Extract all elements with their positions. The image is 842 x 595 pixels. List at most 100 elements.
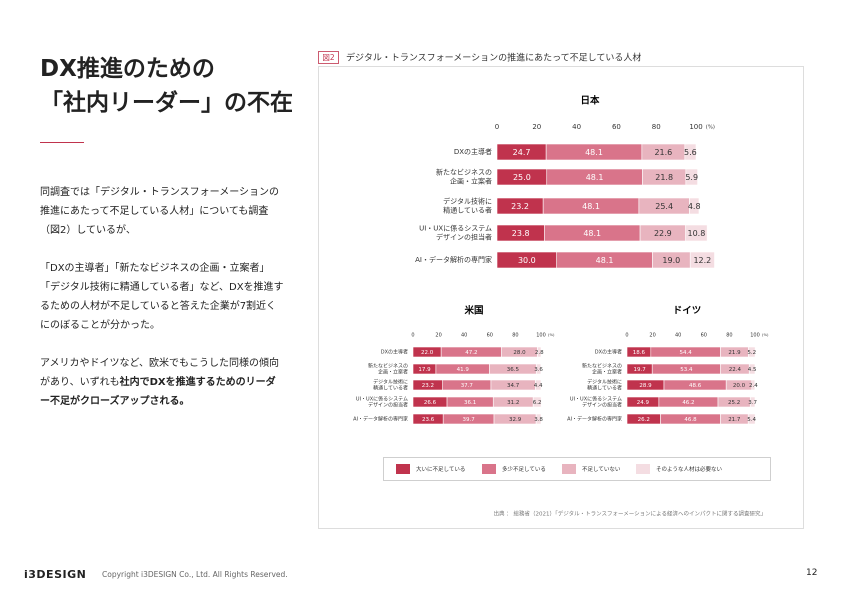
chart-title: 米国 [463, 305, 483, 317]
text-run: 社内でDXを推進するためのリーダー不足がクローズアップされる。 [40, 377, 276, 407]
divider [40, 142, 84, 143]
axis-unit: (%) [762, 333, 769, 337]
value-label: 25.2 [728, 400, 740, 406]
x-tick-label: 0 [625, 333, 628, 339]
bar-segment [535, 413, 542, 425]
text-run: アメリカやドイツなど、欧米でもこうした同様の傾向があり、いずれも [40, 358, 279, 388]
title: DX推進のための 「社内リーダー」の不在 [40, 52, 293, 120]
value-label: 39.7 [462, 417, 475, 423]
value-label: 19.0 [662, 256, 680, 265]
value-label: 24.7 [513, 148, 531, 157]
x-tick-label: 80 [512, 333, 518, 339]
value-label: 48.1 [586, 173, 604, 182]
bar-segment [535, 363, 542, 375]
x-tick-label: 40 [461, 333, 467, 339]
value-label: 3.8 [534, 417, 543, 423]
category-label: DXの主導者 [381, 349, 408, 356]
category-label: 新たなビジネスの [436, 168, 492, 177]
value-label: 25.0 [513, 173, 531, 182]
x-tick-label: 20 [435, 333, 441, 339]
x-tick-label: 20 [532, 123, 541, 131]
category-label: デジタル技術に [373, 379, 408, 386]
bar-segment [685, 168, 698, 186]
chart-title: 日本 [580, 95, 600, 107]
value-label: 5.6 [684, 148, 697, 157]
legend-box [383, 457, 771, 481]
value-label: 2.4 [749, 383, 758, 389]
body-text: 同調査では「デジタル・トランスフォーメーションの推進にあたって不足している人材」… [40, 183, 284, 430]
value-label: 48.6 [689, 383, 702, 389]
bar-segment [532, 396, 542, 408]
bar-segment [749, 396, 756, 408]
value-label: 5.9 [685, 173, 698, 182]
axis-unit: (%) [706, 125, 715, 131]
value-label: 5.4 [747, 417, 756, 423]
category-label: デザインの担当者 [582, 402, 622, 409]
value-label: 54.4 [679, 350, 692, 356]
value-label: 18.6 [633, 350, 646, 356]
value-label: 21.8 [655, 173, 673, 182]
value-label: 2.8 [535, 350, 544, 356]
value-label: 6.2 [533, 400, 542, 406]
value-label: 22.9 [654, 229, 672, 238]
text-run: 「DXの主導者」「新たなビジネスの企画・立案者」「デジタル技術に精通している者」… [40, 263, 284, 331]
x-tick-label: 60 [701, 333, 707, 339]
value-label: 48.1 [596, 256, 614, 265]
value-label: 23.2 [511, 202, 529, 211]
category-label: 企画・立案者 [378, 369, 408, 376]
bar-segment [748, 346, 756, 358]
category-label: UI・UXに係るシステム [356, 396, 408, 403]
value-label: 25.4 [655, 202, 673, 211]
x-tick-label: 40 [675, 333, 681, 339]
value-label: 48.1 [585, 148, 603, 157]
x-tick-label: 20 [649, 333, 655, 339]
category-label: UI・UXに係るシステム [419, 224, 492, 233]
category-label: DXの主導者 [454, 147, 492, 156]
value-label: 4.8 [688, 202, 701, 211]
figure-title: デジタル・トランスフォーメーションの推進にあたって不足している人材 [346, 52, 641, 64]
value-label: 36.5 [507, 367, 520, 373]
value-label: 3.6 [534, 367, 543, 373]
value-label: 5.2 [747, 350, 756, 356]
value-label: 22.0 [421, 350, 434, 356]
chart-title: ドイツ [673, 306, 702, 317]
value-label: 32.9 [509, 417, 522, 423]
axis-unit: (%) [548, 333, 555, 337]
value-label: 48.1 [583, 229, 601, 238]
value-label: 26.6 [424, 400, 437, 406]
title-line: DX推進のための [40, 56, 215, 82]
text-run: 同調査では「デジタル・トランスフォーメーションの推進にあたって不足している人材」… [40, 187, 279, 236]
value-label: 31.2 [507, 400, 519, 406]
bar-segment [748, 363, 756, 375]
category-label: AI・データ解析の専門家 [415, 255, 492, 264]
value-label: 41.9 [457, 367, 470, 373]
legend-label: 多少不足している [502, 465, 546, 473]
bar-segment [751, 379, 756, 391]
x-tick-label: 80 [652, 123, 661, 131]
value-label: 20.0 [733, 383, 746, 389]
legend-swatch [562, 464, 576, 474]
bar-segment [689, 197, 700, 215]
category-label: デザインの担当者 [368, 402, 408, 409]
value-label: 21.6 [654, 148, 672, 157]
source: 出典 ： 総務省（2021）「デジタル・トランスフォーメーションによる経済へのイ… [493, 510, 766, 518]
legend-swatch [396, 464, 410, 474]
figure-frame [318, 66, 804, 529]
logo: i3DESIGN [24, 568, 87, 581]
value-label: 47.2 [465, 350, 477, 356]
value-label: 48.1 [582, 202, 600, 211]
paragraph: 同調査では「デジタル・トランスフォーメーションの推進にあたって不足している人材」… [40, 183, 284, 240]
x-tick-label: 0 [495, 123, 499, 131]
value-label: 12.2 [693, 256, 711, 265]
value-label: 26.2 [638, 417, 650, 423]
value-label: 37.7 [461, 383, 474, 389]
category-label: 精通している者 [443, 206, 492, 215]
figure-label-box [318, 51, 339, 64]
value-label: 22.4 [729, 367, 742, 373]
category-label: 新たなビジネスの [368, 363, 408, 370]
value-label: 28.9 [639, 383, 652, 389]
value-label: 53.4 [680, 367, 693, 373]
x-tick-label: 40 [572, 123, 581, 131]
value-label: 34.7 [507, 383, 520, 389]
